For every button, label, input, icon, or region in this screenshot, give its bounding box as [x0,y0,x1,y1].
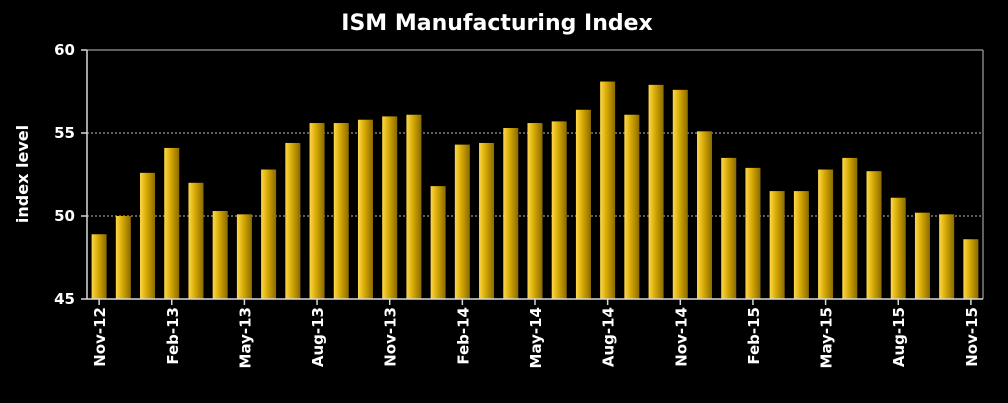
bar-apr-14 [503,128,519,299]
bar-sep-13 [333,123,349,299]
bar-jun-14 [551,121,567,299]
bar-nov-14 [672,89,688,299]
bar-mar-13 [188,182,204,299]
bar-apr-15 [793,191,809,299]
bar-jan-13 [140,172,156,299]
bar-sep-14 [624,114,640,300]
bar-mar-15 [769,191,785,299]
y-tick-label: 45 [54,290,75,308]
bar-mar-14 [479,142,495,299]
axes [81,49,983,305]
x-tick-label: May-14 [527,307,545,368]
bar-jul-13 [285,142,301,299]
bar-feb-13 [164,147,180,299]
y-tick-labels: 45 50 55 60 [54,41,75,308]
bar-sep-15 [914,212,930,299]
x-tick-label: May-15 [818,307,836,368]
x-tick-label: Feb-14 [454,307,472,365]
y-axis-label: index level [13,125,32,223]
bar-aug-14 [600,81,616,299]
x-tick-label: Nov-14 [672,307,690,367]
bar-may-13 [236,214,252,299]
chart-title: ISM Manufacturing Index [341,11,652,36]
x-tick-label: Nov-12 [91,307,109,367]
bar-may-14 [527,123,543,299]
y-tick-label: 60 [54,41,75,59]
bar-aug-13 [309,123,325,299]
bar-may-15 [818,169,834,299]
bar-feb-14 [454,144,470,299]
bar-dec-14 [697,131,713,299]
x-tick-label: Nov-15 [963,307,981,367]
bar-nov-13 [382,116,398,300]
x-tick-label: Aug-13 [309,307,327,367]
bar-oct-15 [939,214,955,299]
bar-oct-14 [648,84,664,299]
bar-apr-13 [212,211,228,299]
x-tick-label: Nov-13 [382,307,400,367]
x-tick-labels: Nov-12 Feb-13 May-13 Aug-13 Nov-13 Feb-14 May-… [91,307,981,368]
bar-dec-12 [115,216,131,299]
x-tick-label: Feb-15 [745,307,763,365]
bar-jun-13 [261,169,277,299]
bars [91,81,979,300]
bar-jul-15 [866,171,882,299]
x-tick-label: Aug-14 [600,307,618,367]
y-tick-label: 55 [54,124,75,142]
x-tick-label: Aug-15 [890,307,908,367]
bar-jul-14 [575,109,591,299]
bar-jan-15 [721,157,737,299]
bar-jun-15 [842,157,858,299]
bar-aug-15 [890,197,906,299]
bar-nov-15 [963,239,979,299]
bar-feb-15 [745,167,761,299]
y-tick-label: 50 [54,207,75,225]
x-tick-label: Feb-13 [164,307,182,365]
bar-dec-13 [406,114,422,300]
bar-jan-14 [430,186,446,299]
x-tick-label: May-13 [236,307,254,368]
bar-oct-13 [357,119,373,299]
bar-nov-12 [91,234,107,299]
